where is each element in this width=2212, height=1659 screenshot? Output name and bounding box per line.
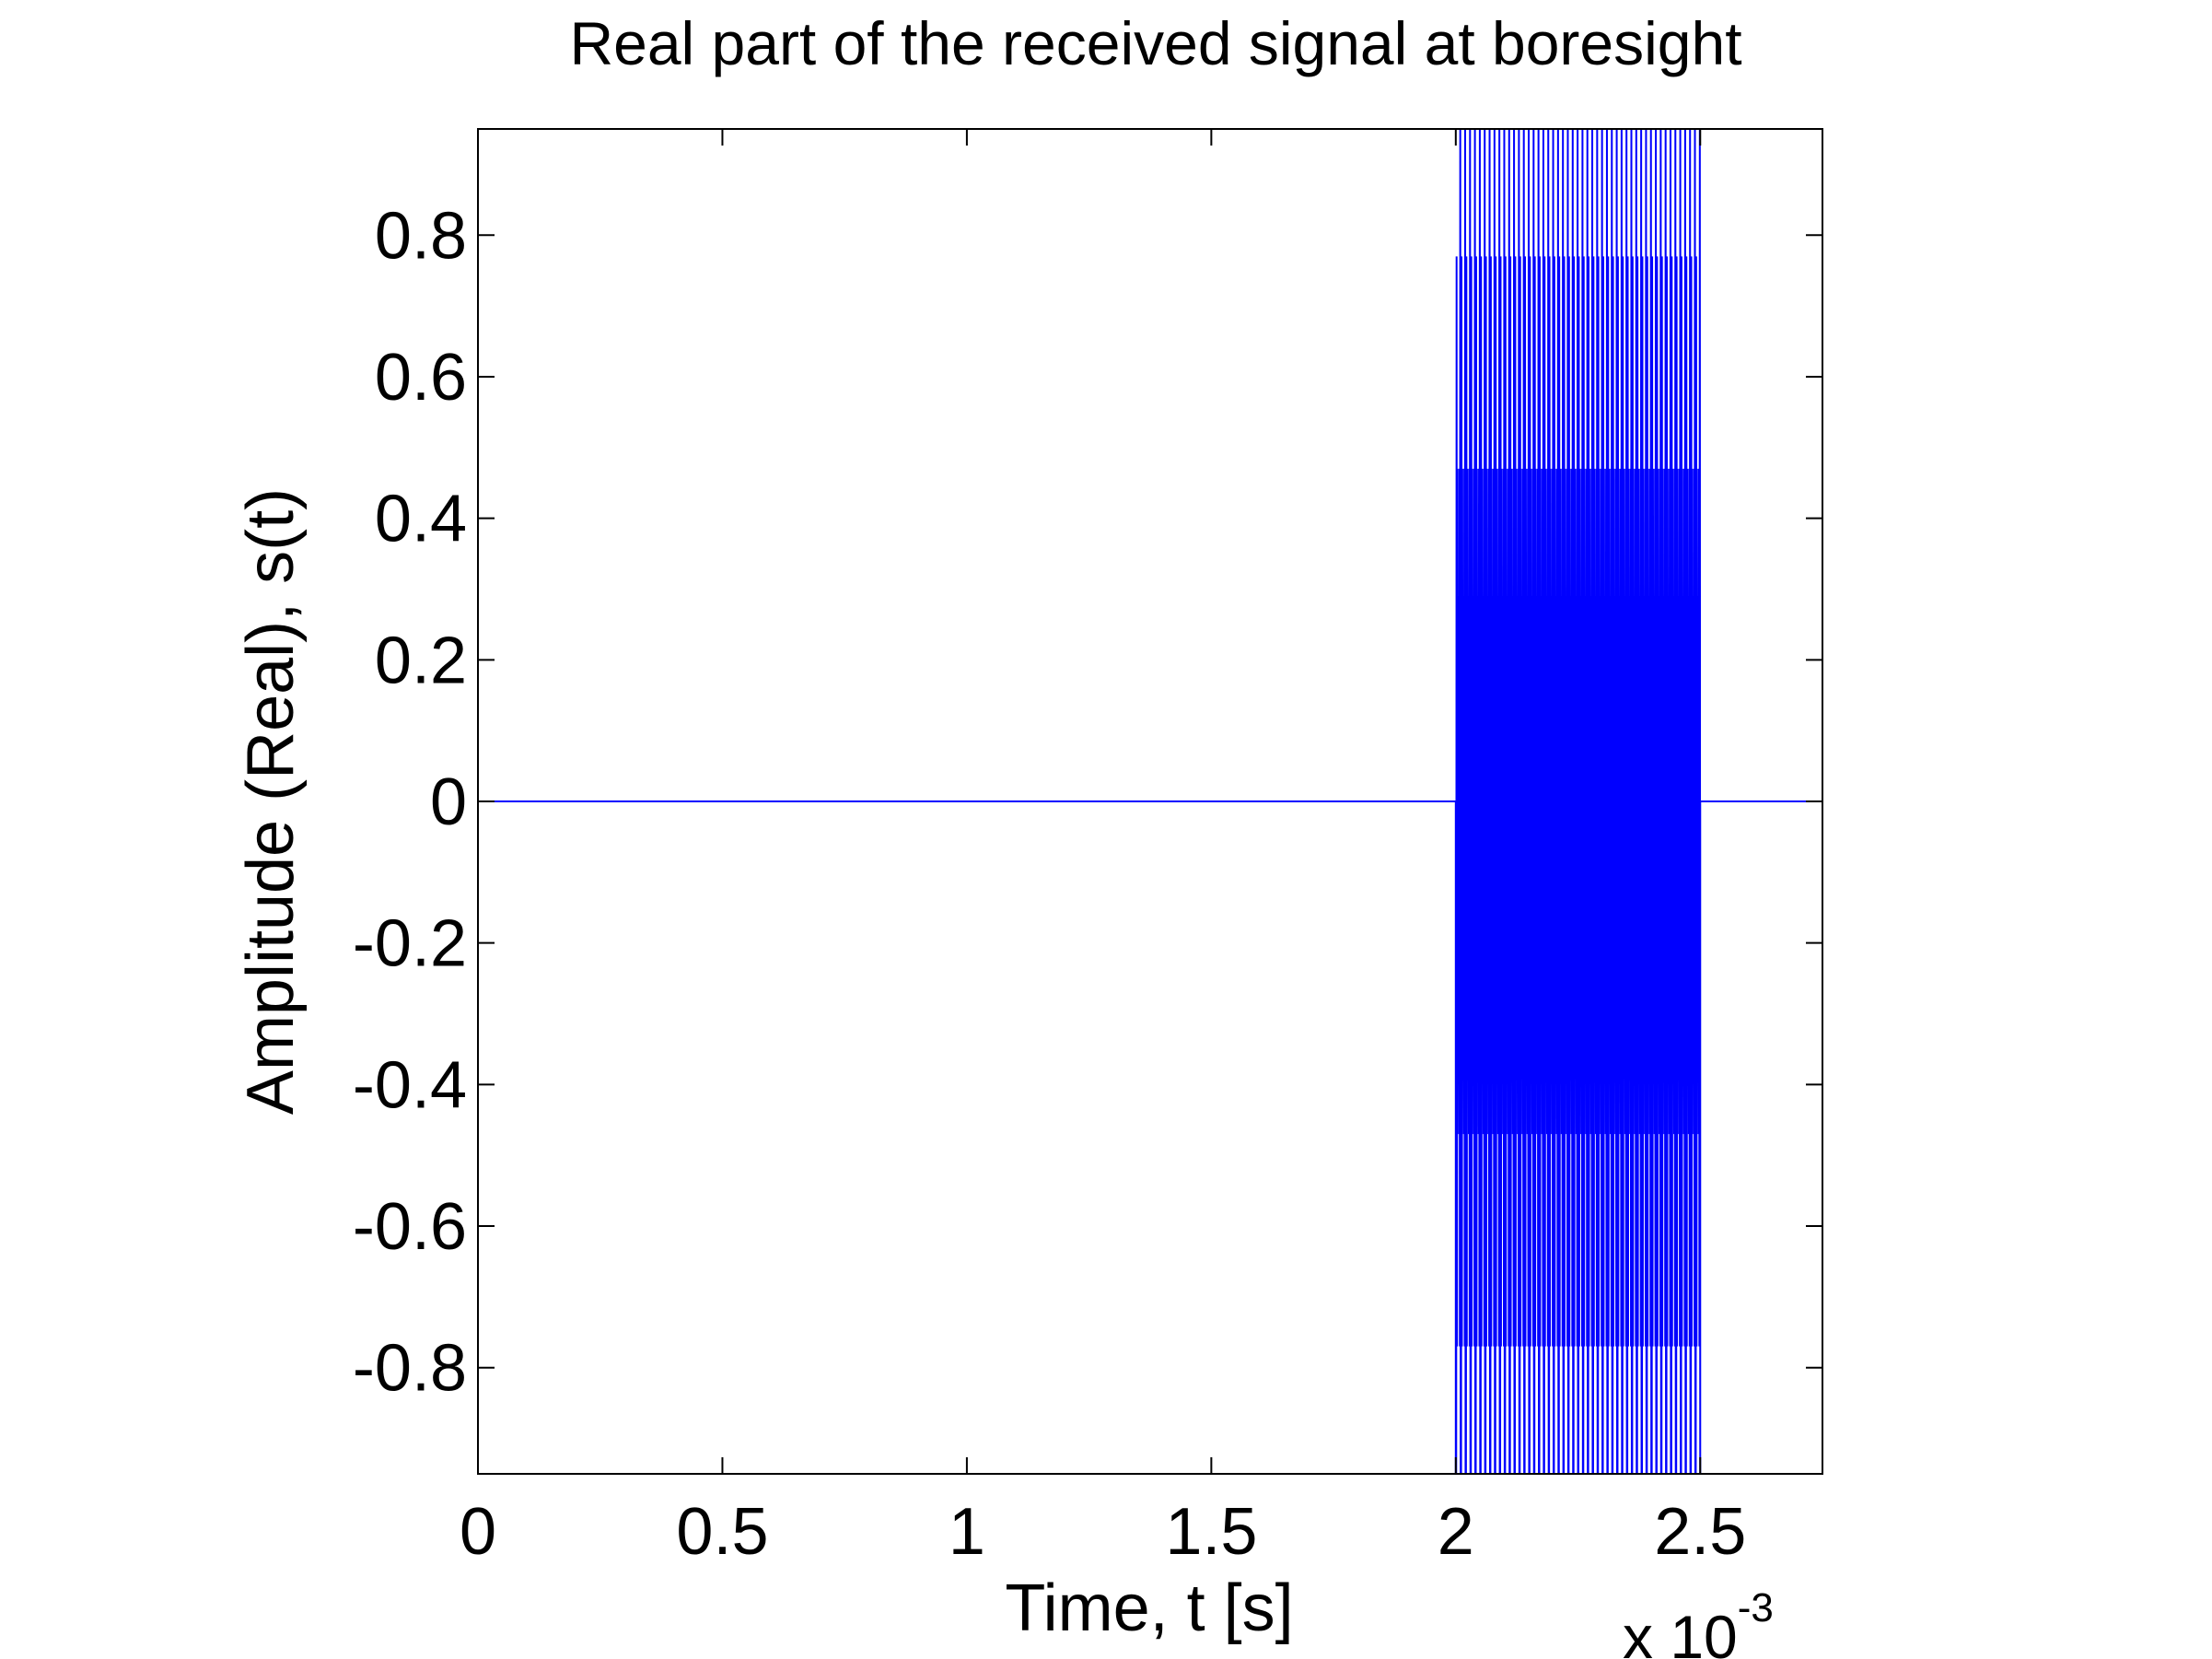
- x-axis-ticks: 0 0.5 1 1.5 2 2.5: [460, 129, 1746, 1569]
- series-line-group: [478, 129, 1822, 1474]
- x-tick-label: 1.5: [1165, 1495, 1257, 1569]
- series-line: [478, 129, 1822, 1474]
- y-tick-label: 0.4: [375, 483, 467, 556]
- y-tick-label: -0.2: [353, 907, 467, 981]
- x-tick-label: 0.5: [676, 1495, 768, 1569]
- x-axis-multiplier-base: x 10: [1623, 1603, 1738, 1659]
- y-tick-label: -0.8: [353, 1332, 467, 1406]
- x-tick-label: 1: [949, 1495, 985, 1569]
- x-tick-label: 2: [1438, 1495, 1474, 1569]
- y-tick-label: -0.4: [353, 1048, 467, 1122]
- y-tick-label: 0.2: [375, 624, 467, 697]
- x-axis-multiplier-exponent: -3: [1738, 1585, 1774, 1630]
- y-tick-label: 0: [430, 765, 467, 839]
- chart-title: Real part of the received signal at bore…: [569, 9, 1741, 77]
- x-axis-multiplier: x 10-3: [1623, 1585, 1774, 1659]
- y-tick-label: 0.6: [375, 341, 467, 415]
- y-tick-label: 0.8: [375, 199, 467, 273]
- x-axis-label: Time, t [s]: [1005, 1571, 1293, 1645]
- y-axis-ticks: -0.8 -0.6 -0.4 -0.2 0 0.2 0.4 0.6 0.8: [353, 199, 1822, 1406]
- y-tick-label: -0.6: [353, 1190, 467, 1264]
- x-tick-label: 0: [460, 1495, 496, 1569]
- y-axis-label: Amplitude (Real), s(t): [234, 488, 308, 1115]
- x-tick-label: 2.5: [1654, 1495, 1746, 1569]
